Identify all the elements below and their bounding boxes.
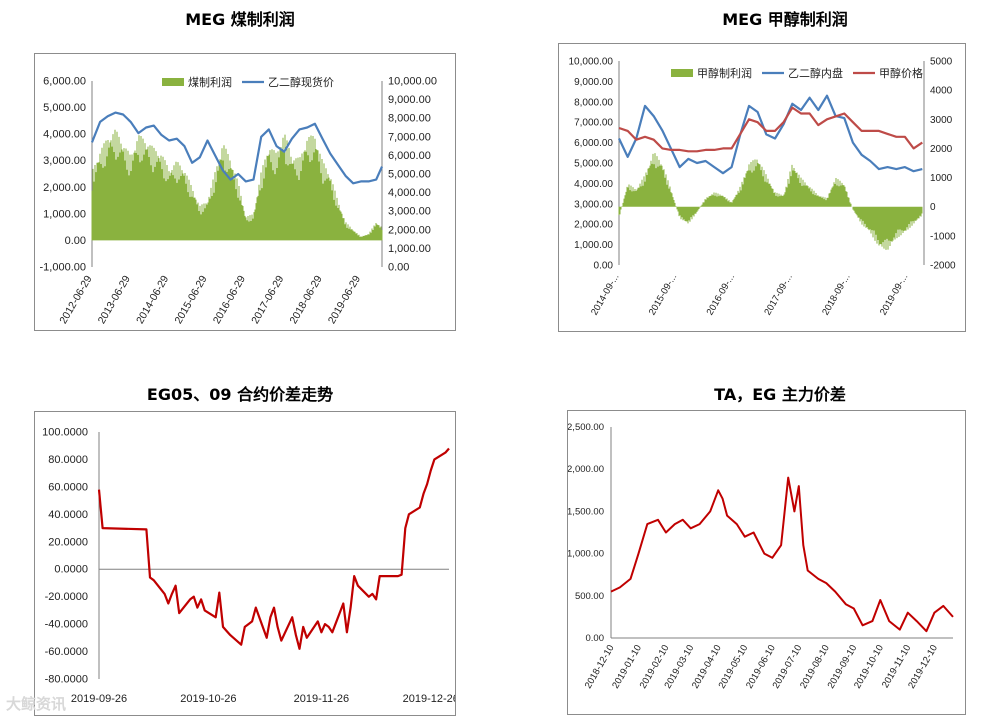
y-axis-tick-label: -40.0000	[45, 619, 88, 631]
right-axis-tick-label: 1000	[930, 173, 953, 184]
y-axis-tick-label: 40.0000	[48, 509, 88, 521]
chart-svg-eg-spread: 100.0000 80.0000 60.0000 40.0000 20.0000 0.00…	[42, 427, 459, 706]
right-axis-tick-label: 3000	[930, 115, 953, 126]
chart-title-meg-coal: MEG 煤制利润	[185, 10, 295, 29]
left-axis-tick-label: 8,000.00	[574, 97, 613, 108]
y-axis-tick-label: 500.00	[575, 591, 604, 602]
y-axis-tick-label: 100.0000	[42, 427, 88, 439]
right-axis-tick-label: 6,000.00	[388, 150, 431, 162]
x-axis-tick-label: 2016-06-29	[211, 273, 248, 326]
left-axis-tick-label: 4,000.00	[43, 129, 86, 141]
series-line-乙二醇现货价	[90, 111, 384, 185]
x-axis-tick-label: 2017-06-29	[249, 273, 286, 326]
x-axis-tick-label: 2018-09-...	[820, 272, 853, 317]
legend-swatch-bar	[162, 78, 184, 86]
x-axis-tick-label: 2012-06-29	[57, 273, 94, 326]
right-axis-tick-label: 0.00	[388, 262, 409, 274]
spread-line	[610, 476, 954, 633]
x-axis-tick-label: 2019-11-26	[294, 693, 349, 705]
right-axis-tick-label: 9,000.00	[388, 94, 431, 106]
right-axis-tick-label: 4,000.00	[388, 187, 431, 199]
right-axis-tick-label: 2,000.00	[388, 224, 431, 236]
chart-panel-meg-methanol: 10,000.00 9,000.00 8,000.00 7,000.00 6,000.0…	[558, 43, 966, 332]
left-axis-tick-label: 5,000.00	[43, 102, 86, 114]
legend-label: 甲醇价格	[879, 66, 923, 80]
chart-svg-ta-eg-spread: 2,500.00 2,000.00 1,500.00 1,000.00 500.00 0.…	[567, 422, 954, 691]
x-axis-tick-label: 2016-09-...	[705, 272, 738, 317]
right-axis-tick-label: -2000	[930, 261, 956, 272]
x-axis-tick-label: 2017-09-...	[762, 272, 795, 317]
x-axis-tick-label: 2019-12-26	[403, 693, 455, 705]
right-axis-tick-label: 7,000.00	[388, 131, 431, 143]
y-axis-tick-label: -20.0000	[45, 591, 88, 603]
legend-label: 煤制利润	[188, 75, 232, 89]
x-axis-tick-label: 2014-09-...	[589, 272, 622, 317]
legend-label: 甲醇制利润	[697, 66, 752, 80]
x-axis-tick-label: 2015-09-...	[647, 272, 680, 317]
legend-label: 乙二醇内盘	[788, 66, 843, 80]
left-axis-tick-label: -1,000.00	[40, 262, 86, 274]
left-axis-tick-label: 6,000.00	[574, 138, 613, 149]
left-axis-tick-label: 0.00	[65, 235, 86, 247]
y-axis-tick-label: -80.0000	[45, 674, 88, 686]
chart-svg-meg-methanol: 10,000.00 9,000.00 8,000.00 7,000.00 6,000.0…	[569, 57, 957, 318]
left-axis-tick-label: 5,000.00	[574, 159, 613, 170]
legend-label: 乙二醇现货价	[268, 75, 334, 89]
left-axis-tick-label: 0.00	[594, 261, 614, 272]
x-axis-tick-label: 2019-09-26	[71, 693, 127, 705]
y-axis-tick-label: 2,000.00	[568, 464, 604, 475]
right-axis-tick-label: 2000	[930, 144, 953, 155]
right-axis-tick-label: 1,000.00	[388, 243, 431, 255]
chart-panel-eg-spread: 100.0000 80.0000 60.0000 40.0000 20.0000 0.00…	[34, 411, 459, 716]
chart-title-meg-methanol: MEG 甲醇制利润	[722, 10, 848, 29]
right-axis-tick-label: 5000	[930, 57, 953, 68]
x-axis-tick-label: 2019-06-29	[326, 273, 363, 326]
legend-swatch-bar	[671, 69, 693, 77]
x-axis-tick-label: 2013-06-29	[96, 273, 133, 326]
right-axis-tick-label: 5,000.00	[388, 169, 431, 181]
y-axis-tick-label: 20.0000	[48, 536, 88, 548]
chart-panel-ta-eg-spread: 2,500.00 2,000.00 1,500.00 1,000.00 500.00 0.…	[567, 410, 966, 715]
y-axis-tick-label: 80.0000	[48, 454, 88, 466]
y-axis-tick-label: 60.0000	[48, 481, 88, 493]
x-axis-tick-label: 2018-06-29	[288, 273, 325, 326]
y-axis-tick-label: 1,500.00	[568, 506, 604, 517]
y-axis-tick-label: 1,000.00	[568, 549, 604, 560]
spread-line	[97, 447, 450, 650]
y-axis-tick-label: 0.0000	[54, 564, 88, 576]
left-axis-tick-label: 3,000.00	[43, 155, 86, 167]
x-axis-tick-label: 2019-10-26	[180, 693, 236, 705]
left-axis-tick-label: 7,000.00	[574, 118, 613, 129]
x-axis-tick-label: 2014-06-29	[134, 273, 171, 326]
series-line-乙二醇内盘	[618, 94, 923, 175]
left-axis-tick-label: 10,000.00	[569, 57, 614, 68]
left-axis-tick-label: 4,000.00	[574, 179, 613, 190]
y-axis-tick-label: -60.0000	[45, 646, 88, 658]
right-axis-tick-label: 4000	[930, 86, 953, 97]
x-axis-tick-label: 2015-06-29	[172, 273, 209, 326]
left-axis-tick-label: 3,000.00	[574, 199, 613, 210]
left-axis-tick-label: 1,000.00	[574, 240, 613, 251]
left-axis-tick-label: 2,000.00	[574, 220, 613, 231]
chart-panel-meg-coal: 6,000.00 5,000.00 4,000.00 3,000.00 2,000.00…	[34, 53, 456, 331]
right-axis-tick-label: 8,000.00	[388, 113, 431, 125]
left-axis-tick-label: 2,000.00	[43, 182, 86, 194]
right-axis-tick-label: 3,000.00	[388, 206, 431, 218]
left-axis-tick-label: 9,000.00	[574, 77, 613, 88]
chart-svg-meg-coal: 6,000.00 5,000.00 4,000.00 3,000.00 2,000.00…	[40, 75, 437, 326]
y-axis-tick-label: 2,500.00	[568, 422, 604, 433]
chart-title-eg-spread: EG05、09 合约价差走势	[146, 385, 334, 404]
x-axis-tick-label: 2019-09-...	[878, 272, 911, 317]
right-axis-tick-label: 0	[930, 202, 936, 213]
right-axis-tick-label: 10,000.00	[388, 76, 437, 88]
y-axis-tick-label: 0.00	[586, 633, 605, 644]
left-axis-tick-label: 6,000.00	[43, 76, 86, 88]
chart-title-ta-eg-spread: TA，EG 主力价差	[714, 385, 846, 404]
left-axis-tick-label: 1,000.00	[43, 208, 86, 220]
watermark-text: 大鲸资讯	[6, 695, 67, 713]
right-axis-tick-label: -1000	[930, 231, 956, 242]
series-line-甲醇价格	[618, 106, 923, 153]
